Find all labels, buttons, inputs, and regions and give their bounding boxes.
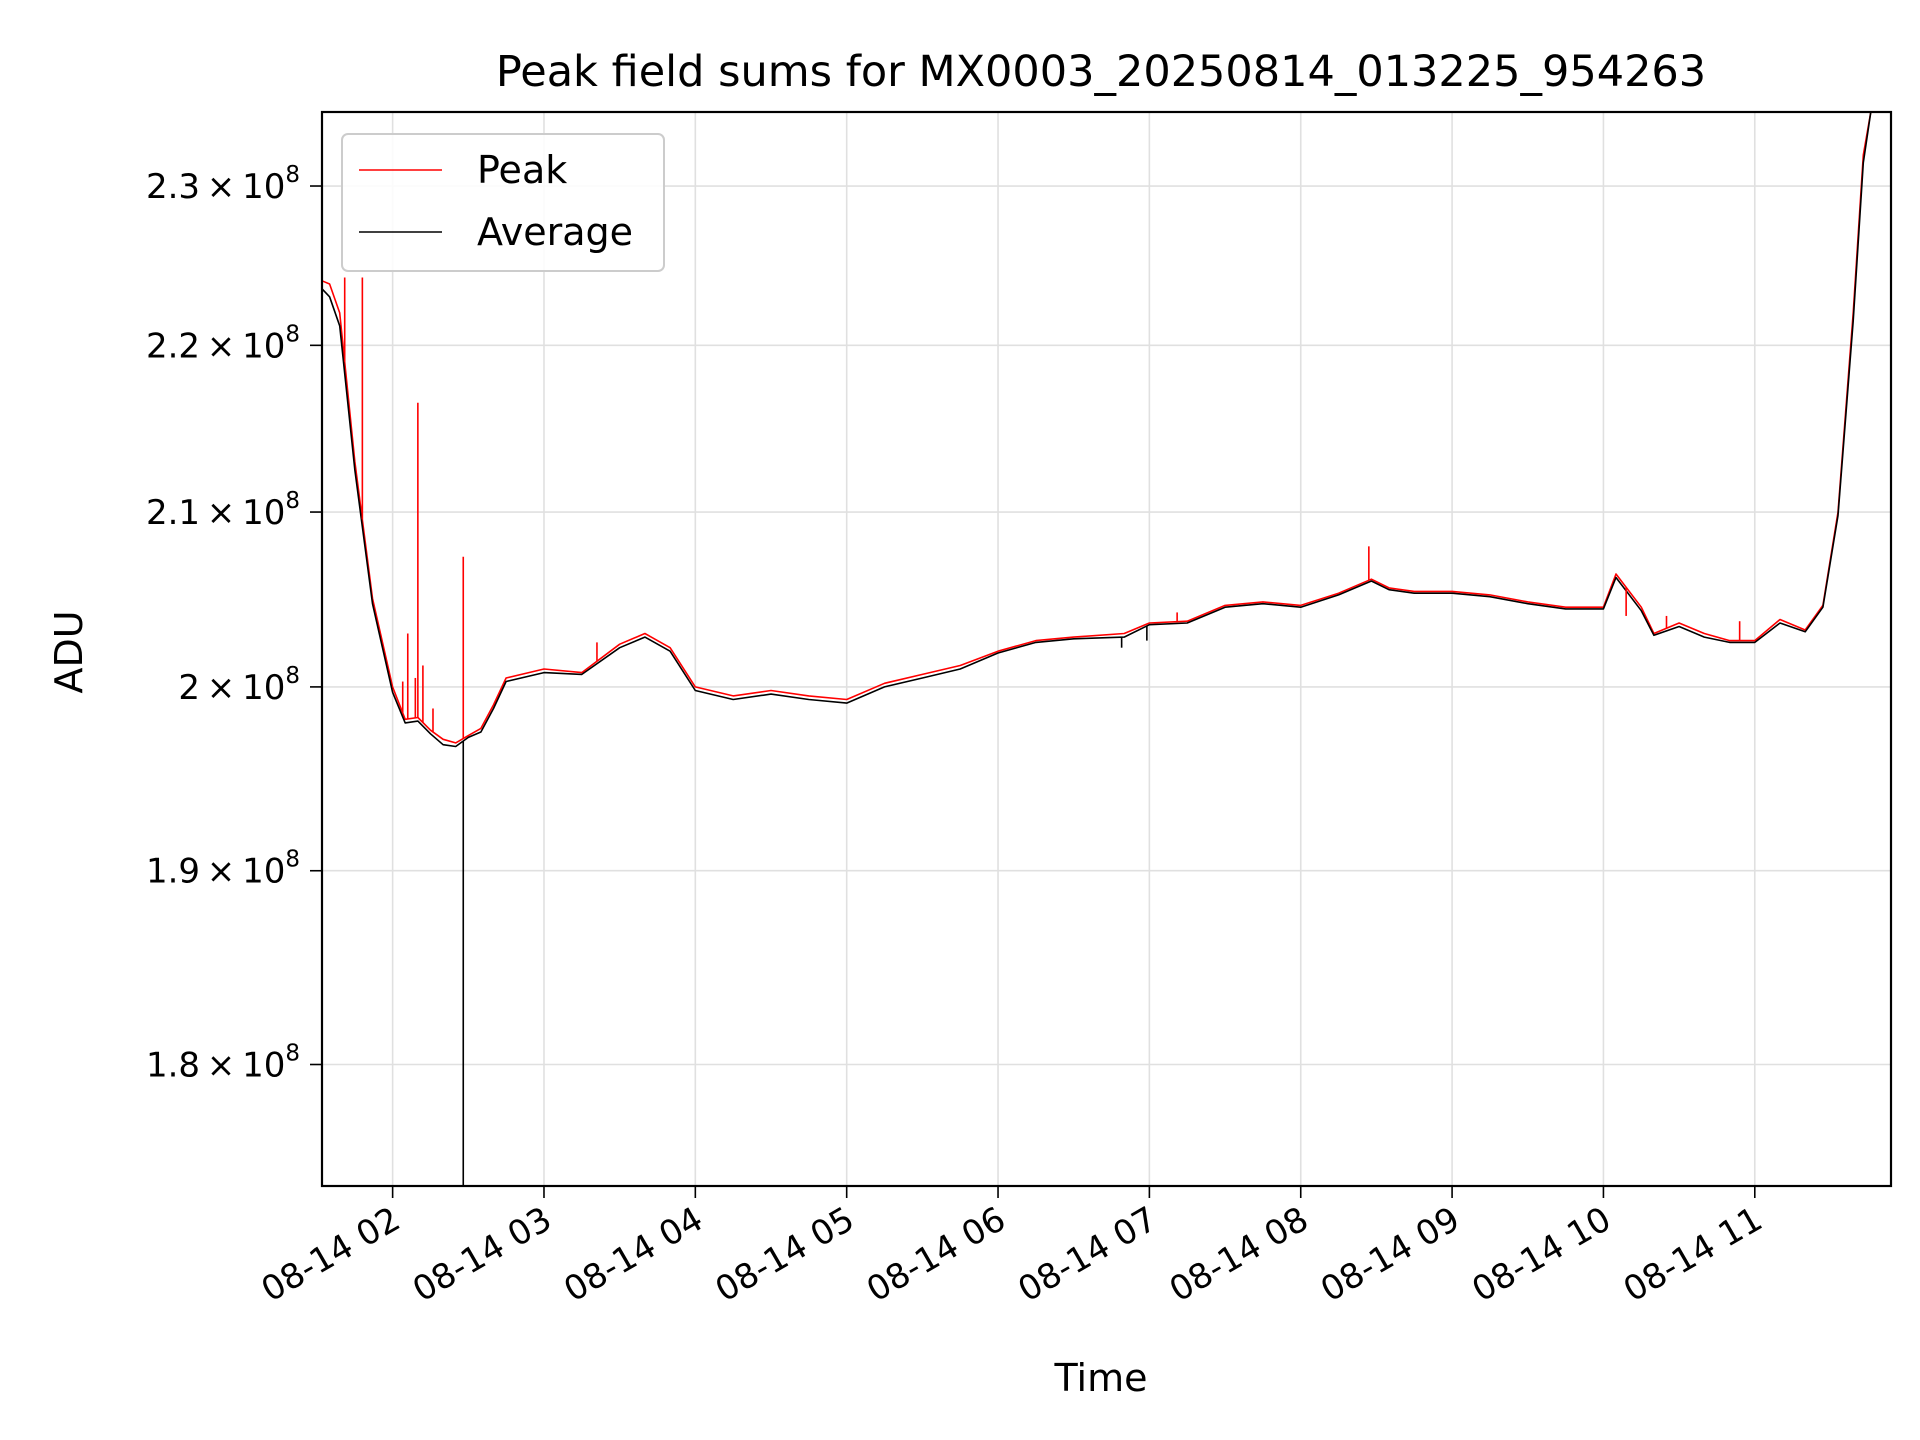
y-tick-mantissa: 2.2 bbox=[146, 326, 200, 366]
y-tick-exponent: 8 bbox=[285, 488, 300, 514]
chart-title: Peak field sums for MX0003_20250814_0132… bbox=[496, 47, 1706, 97]
x-axis-label: Time bbox=[1054, 1356, 1148, 1400]
y-tick-exponent: 8 bbox=[285, 847, 300, 873]
y-tick-label: 1.9 × 108 bbox=[146, 847, 300, 892]
y-tick-exponent: 8 bbox=[285, 321, 300, 347]
y-tick-mantissa: 2.1 bbox=[146, 493, 200, 533]
y-tick-label: 1.8 × 108 bbox=[146, 1041, 300, 1086]
y-tick-mantissa: 2.3 bbox=[146, 167, 200, 207]
y-tick-label: 2.1 × 108 bbox=[146, 488, 300, 533]
y-tick-mantissa: 1.9 bbox=[146, 852, 200, 892]
y-tick-exponent: 8 bbox=[285, 1041, 300, 1067]
legend-label-average: Average bbox=[477, 210, 633, 254]
legend-box bbox=[341, 133, 665, 272]
y-tick-label: 2.2 × 108 bbox=[146, 321, 300, 366]
y-tick-mantissa: 1.8 bbox=[146, 1046, 200, 1086]
y-tick-exponent: 8 bbox=[285, 663, 300, 689]
y-tick-exponent: 8 bbox=[285, 162, 300, 188]
series-line-average bbox=[322, 112, 1872, 748]
y-axis: 1.8 × 108 1.9 × 108 2 × 108 2.1 × 108 2.2 × … bbox=[146, 162, 322, 1086]
y-tick-label: 2 × 108 bbox=[178, 663, 300, 708]
y-tick-mantissa: 2 bbox=[178, 668, 200, 708]
series-lines bbox=[322, 112, 1872, 1186]
y-tick-label: 2.3 × 108 bbox=[146, 162, 300, 207]
legend-label-peak: Peak bbox=[477, 148, 567, 192]
legend: Peak Average bbox=[341, 133, 665, 272]
axes-frame bbox=[320, 110, 1893, 1188]
series-line-peak bbox=[322, 112, 1872, 744]
y-axis-label: ADU bbox=[47, 610, 91, 693]
